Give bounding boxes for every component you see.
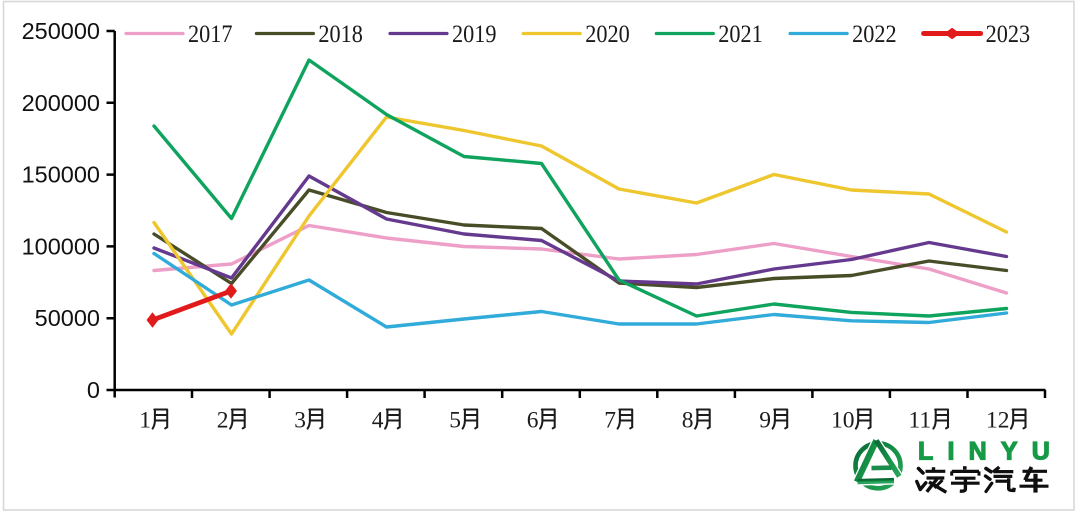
svg-text:150000: 150000: [22, 162, 100, 188]
svg-text:100000: 100000: [22, 233, 100, 259]
svg-text:9: 9: [759, 407, 771, 433]
svg-text:50000: 50000: [35, 305, 100, 331]
svg-text:3: 3: [294, 407, 306, 433]
svg-text:7: 7: [604, 407, 616, 433]
svg-text:200000: 200000: [22, 90, 100, 116]
svg-text:0: 0: [87, 377, 100, 403]
svg-text:12: 12: [986, 407, 1010, 433]
svg-text:5: 5: [449, 407, 461, 433]
svg-text:2019: 2019: [452, 21, 497, 48]
svg-text:LINYU: LINYU: [918, 438, 1064, 466]
svg-text:4: 4: [372, 407, 384, 433]
svg-text:8: 8: [682, 407, 694, 433]
svg-text:6: 6: [527, 407, 539, 433]
svg-text:2022: 2022: [852, 21, 897, 48]
svg-text:2021: 2021: [718, 21, 763, 48]
svg-text:2018: 2018: [318, 21, 363, 48]
svg-text:2023: 2023: [986, 21, 1031, 48]
svg-text:1: 1: [139, 407, 151, 433]
svg-text:10: 10: [831, 407, 855, 433]
svg-text:11: 11: [909, 407, 932, 433]
svg-text:2017: 2017: [188, 21, 233, 48]
svg-text:250000: 250000: [22, 18, 100, 44]
svg-text:2020: 2020: [585, 21, 630, 48]
svg-text:2: 2: [217, 407, 229, 433]
